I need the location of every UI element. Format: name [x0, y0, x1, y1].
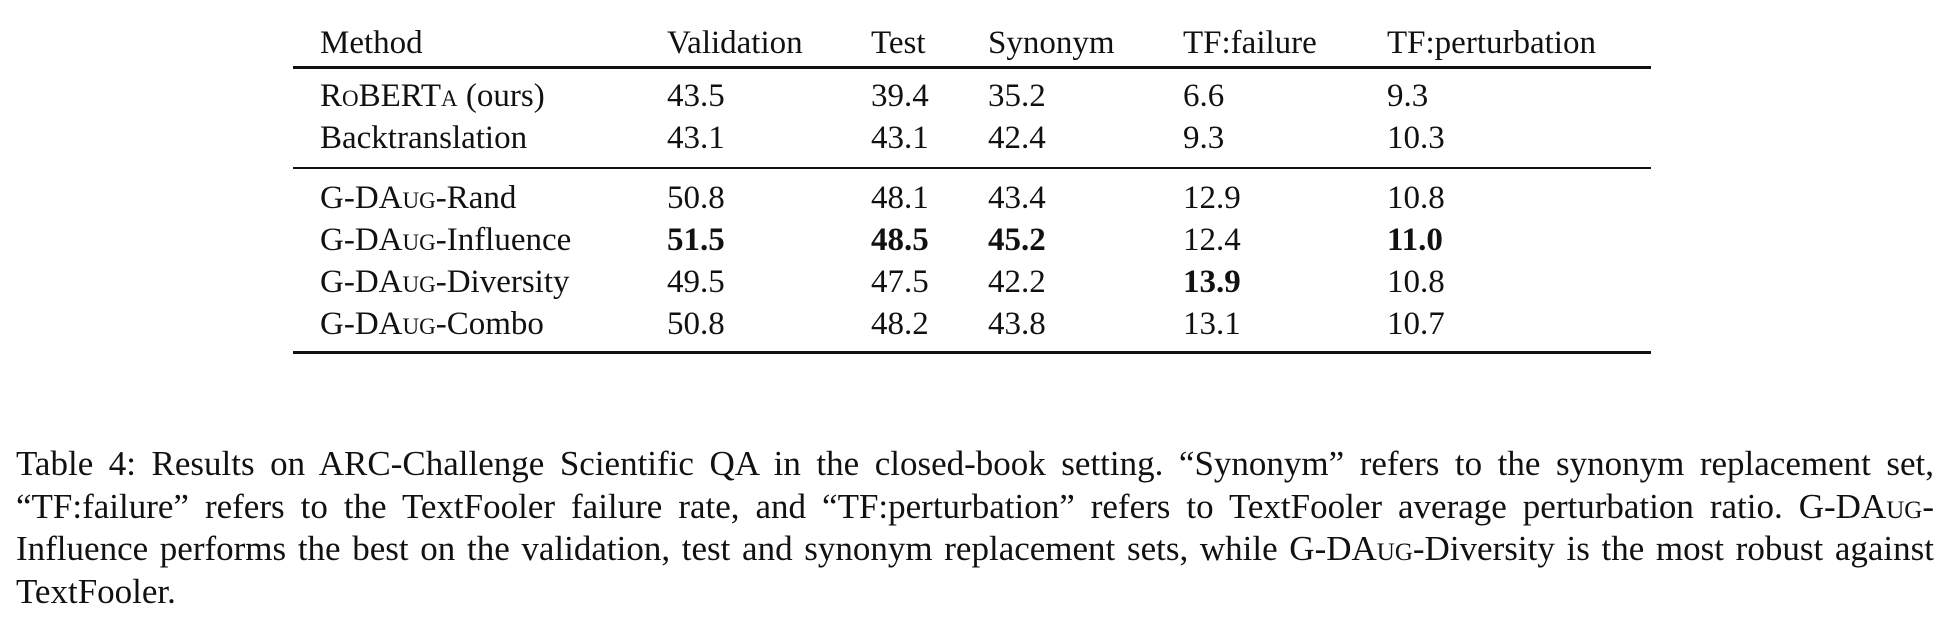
cell-tf-failure: 6.6: [1183, 78, 1225, 114]
cell-method: G-DAug-Diversity: [320, 264, 570, 300]
table-row: G-DAug-Rand 50.8 48.1 43.4 12.9 10.8: [293, 168, 1651, 219]
baseline-group: RoBERTa (ours) 43.5 39.4 35.2 6.6 9.3 Backtran…: [293, 68, 1651, 169]
header-test: Test: [871, 25, 926, 61]
cell-synonym: 42.2: [988, 264, 1046, 300]
caption-text: Results on ARC-Challenge Scientific QA i…: [16, 444, 1935, 611]
table-caption: Table 4: Results on ARC-Challenge Scient…: [16, 443, 1934, 613]
table-row: G-DAug-Influence 51.5 48.5 45.2 12.4 11.0: [293, 219, 1651, 261]
cell-validation: 51.5: [667, 222, 725, 258]
header-tf-failure: TF:failure: [1183, 25, 1317, 61]
cell-validation: 43.1: [667, 120, 725, 156]
table-row: G-DAug-Combo 50.8 48.2 43.8 13.1 10.7: [293, 303, 1651, 353]
cell-test: 43.1: [871, 120, 929, 156]
cell-method: G-DAug-Influence: [320, 222, 572, 258]
table-row: RoBERTa (ours) 43.5 39.4 35.2 6.6 9.3: [293, 68, 1651, 118]
header-method: Method: [320, 25, 423, 61]
cell-method: RoBERTa (ours): [320, 78, 545, 114]
cell-synonym: 43.8: [988, 306, 1046, 342]
cell-tf-failure: 12.4: [1183, 222, 1241, 258]
cell-tf-perturbation: 10.8: [1387, 264, 1445, 300]
cell-validation: 49.5: [667, 264, 725, 300]
cell-test: 48.2: [871, 306, 929, 342]
cell-validation: 50.8: [667, 306, 725, 342]
cell-synonym: 42.4: [988, 120, 1046, 156]
cell-synonym: 45.2: [988, 222, 1046, 258]
cell-test: 39.4: [871, 78, 929, 114]
table-row: G-DAug-Diversity 49.5 47.5 42.2 13.9 10.8: [293, 261, 1651, 303]
cell-test: 47.5: [871, 264, 929, 300]
cell-test: 48.1: [871, 180, 929, 216]
cell-method: Backtranslation: [320, 120, 528, 156]
cell-synonym: 43.4: [988, 180, 1046, 216]
gdaug-group: G-DAug-Rand 50.8 48.1 43.4 12.9 10.8 G-DAug-In…: [293, 168, 1651, 353]
header-synonym: Synonym: [988, 25, 1115, 61]
cell-tf-perturbation: 9.3: [1387, 78, 1429, 114]
cell-method: G-DAug-Rand: [320, 180, 517, 216]
header-row: Method Validation Test Synonym TF:failur…: [293, 22, 1651, 68]
cell-tf-failure: 9.3: [1183, 120, 1225, 156]
cell-test: 48.5: [871, 222, 929, 258]
cell-tf-perturbation: 10.7: [1387, 306, 1445, 342]
header-tf-perturbation: TF:perturbation: [1387, 25, 1596, 61]
cell-validation: 43.5: [667, 78, 725, 114]
cell-tf-perturbation: 10.3: [1387, 120, 1445, 156]
cell-tf-failure: 12.9: [1183, 180, 1241, 216]
cell-synonym: 35.2: [988, 78, 1046, 114]
results-table: Method Validation Test Synonym TF:failur…: [293, 22, 1651, 354]
cell-tf-perturbation: 11.0: [1387, 222, 1443, 258]
table-row: Backtranslation 43.1 43.1 42.4 9.3 10.3: [293, 117, 1651, 168]
caption-label: Table 4:: [16, 444, 136, 483]
header-validation: Validation: [667, 25, 803, 61]
cell-tf-perturbation: 10.8: [1387, 180, 1445, 216]
cell-tf-failure: 13.9: [1183, 264, 1241, 300]
cell-validation: 50.8: [667, 180, 725, 216]
cell-method: G-DAug-Combo: [320, 306, 544, 342]
results-table-container: Method Validation Test Synonym TF:failur…: [293, 22, 1651, 354]
cell-tf-failure: 13.1: [1183, 306, 1241, 342]
